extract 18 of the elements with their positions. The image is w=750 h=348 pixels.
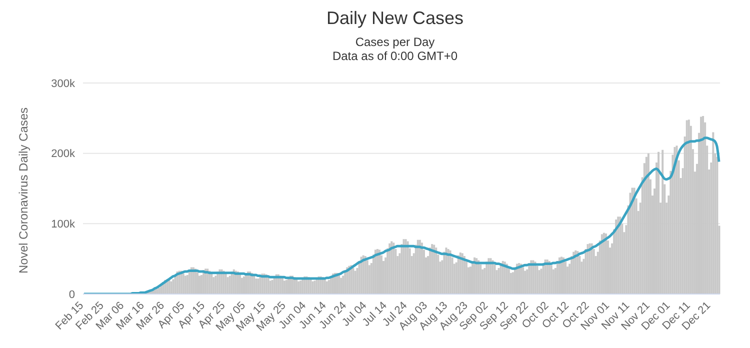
bar <box>658 152 660 294</box>
y-axis-title: Novel Coronavirus Daily Cases <box>16 107 30 274</box>
y-tick-label: 0 <box>68 288 75 301</box>
bar <box>662 150 664 294</box>
bar <box>158 288 160 294</box>
chart-title: Daily New Cases <box>325 8 465 29</box>
bar <box>716 156 718 294</box>
y-tick-label: 100k <box>51 218 76 231</box>
bar <box>374 250 376 294</box>
bar <box>600 234 603 294</box>
y-tick-label: 300k <box>51 78 76 90</box>
chart-subtitle: Cases per Day <box>354 35 436 49</box>
bar <box>435 248 438 294</box>
y-tick-label: 200k <box>51 148 76 160</box>
bar <box>556 260 558 294</box>
text: Data as of 0:00 GMT+0 <box>331 49 459 63</box>
line-series <box>82 136 720 294</box>
bar <box>358 260 360 294</box>
